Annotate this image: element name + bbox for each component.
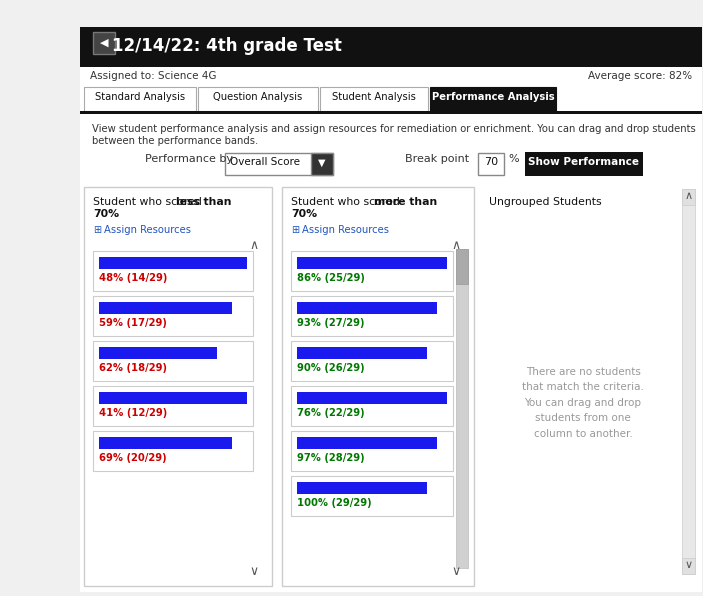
Bar [80,67,702,87]
Text: 70: 70 [484,157,498,167]
Text: ⊞: ⊞ [93,225,101,235]
Bar [198,87,318,111]
Bar [80,27,702,67]
Text: Standard Analysis: Standard Analysis [95,92,185,102]
Text: 97% (28/29): 97% (28/29) [297,453,365,463]
Text: 86% (25/29): 86% (25/29) [297,273,365,283]
Text: Performance Analysis: Performance Analysis [432,92,554,102]
Bar [682,558,695,574]
Bar [80,87,702,114]
Text: ▼: ▼ [318,158,325,168]
Text: 76% (22/29): 76% (22/29) [297,408,365,418]
Bar [291,431,453,471]
Bar [93,296,253,336]
Bar [99,437,232,449]
Bar [93,32,115,54]
Bar [682,189,695,205]
Text: 100% (29/29): 100% (29/29) [297,498,372,508]
Text: 59% (17/29): 59% (17/29) [99,318,167,328]
Text: Student who scored: Student who scored [93,197,205,207]
Text: Performance by: Performance by [145,154,233,164]
Text: less than: less than [176,197,231,207]
Text: Assign Resources: Assign Resources [302,225,389,235]
Bar [84,87,196,111]
Bar [291,341,453,381]
Text: ∧: ∧ [451,239,460,252]
Text: 70%: 70% [93,209,119,219]
Text: 12/14/22: 4th grade Test: 12/14/22: 4th grade Test [112,37,342,55]
Bar [99,347,217,359]
Text: more than: more than [374,197,437,207]
Text: Overall Score: Overall Score [230,157,300,167]
Text: 62% (18/29): 62% (18/29) [99,363,167,373]
Bar [430,87,556,111]
Bar [311,153,333,175]
Bar [93,431,253,471]
Bar [297,437,437,449]
Bar [80,114,702,179]
Text: Question Analysis: Question Analysis [214,92,302,102]
Bar [525,152,643,176]
Text: ∨: ∨ [451,565,460,578]
Text: ⊞: ⊞ [291,225,299,235]
Bar [456,249,468,284]
Bar [297,392,447,404]
Text: Average score: 82%: Average score: 82% [588,71,692,81]
Text: 70%: 70% [291,209,317,219]
Text: Assign Resources: Assign Resources [104,225,191,235]
Text: Break point: Break point [405,154,469,164]
Bar [297,482,427,494]
Text: %: % [508,154,519,164]
Bar [297,257,447,269]
Bar [93,386,253,426]
Text: 93% (27/29): 93% (27/29) [297,318,364,328]
Text: View student performance analysis and assign resources for remediation or enrich: View student performance analysis and as… [92,124,696,134]
Text: ∨: ∨ [250,565,259,578]
Text: ∧: ∧ [250,239,259,252]
Text: ◀: ◀ [100,38,108,48]
Bar [456,249,468,568]
Bar [80,27,702,592]
Text: 48% (14/29): 48% (14/29) [99,273,167,283]
Bar [682,189,695,574]
Text: ∧: ∧ [685,191,692,201]
Bar [478,153,504,175]
Bar [282,187,474,586]
Text: Show Performance: Show Performance [529,157,640,167]
Text: 90% (26/29): 90% (26/29) [297,363,365,373]
Bar [225,153,333,175]
Bar [297,302,437,314]
Text: Student Analysis: Student Analysis [332,92,416,102]
Text: Ungrouped Students: Ungrouped Students [489,197,602,207]
Text: 41% (12/29): 41% (12/29) [99,408,167,418]
Bar [84,187,272,586]
Text: Student who scored: Student who scored [291,197,404,207]
Text: Assigned to: Science 4G: Assigned to: Science 4G [90,71,217,81]
Text: There are no students
that match the criteria.
You can drag and drop
students fr: There are no students that match the cri… [522,367,644,439]
Bar [93,251,253,291]
Bar [99,392,247,404]
Bar [291,251,453,291]
Bar [320,87,428,111]
Text: between the performance bands.: between the performance bands. [92,136,258,146]
Bar [80,111,702,114]
Text: ∨: ∨ [685,560,692,570]
Text: 69% (20/29): 69% (20/29) [99,453,167,463]
Bar [93,341,253,381]
Bar [99,302,232,314]
Bar [291,386,453,426]
Bar [291,476,453,516]
Bar [99,257,247,269]
Bar [291,296,453,336]
Bar [297,347,427,359]
